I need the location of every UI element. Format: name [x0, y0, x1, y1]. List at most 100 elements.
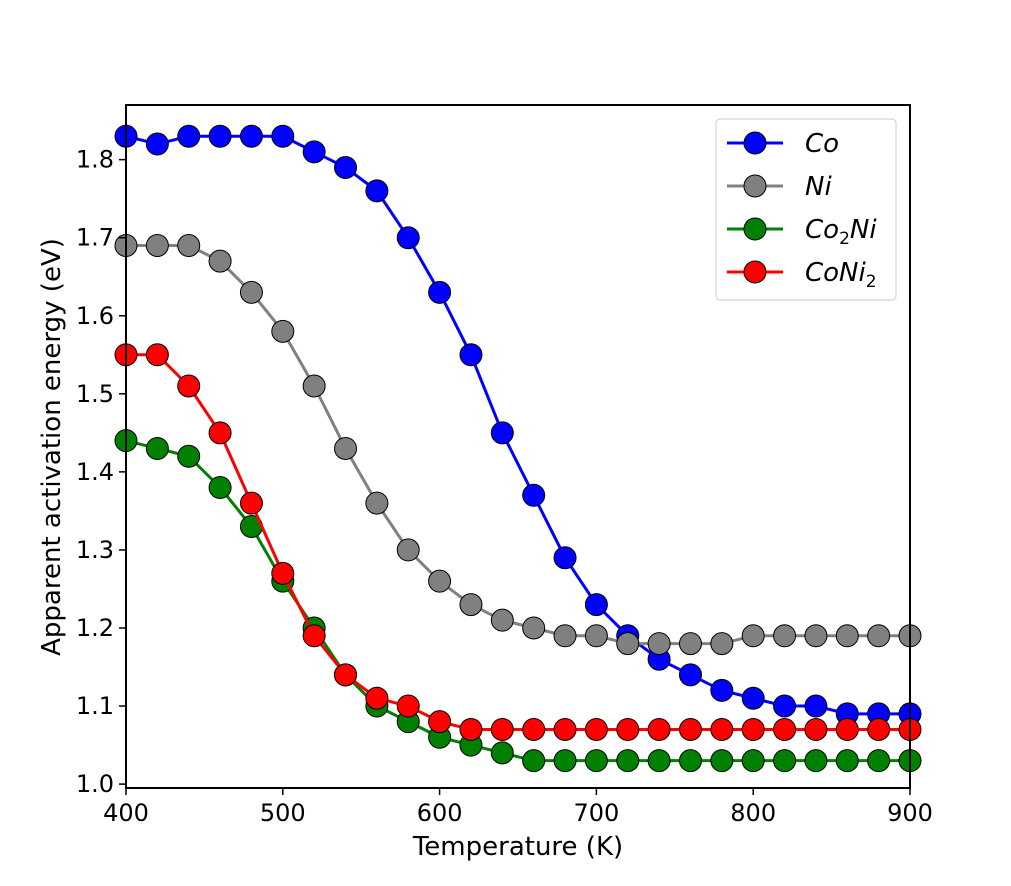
data-point — [553, 749, 577, 773]
data-point — [428, 569, 452, 593]
data-point — [208, 124, 232, 148]
data-point — [239, 280, 263, 304]
legend-label: Ni — [805, 172, 832, 202]
data-point — [177, 374, 201, 398]
data-point — [459, 717, 483, 741]
data-point — [584, 593, 608, 617]
data-point — [145, 132, 169, 156]
data-point — [145, 436, 169, 460]
data-point — [145, 234, 169, 258]
data-point — [365, 491, 389, 515]
x-tick-label: 600 — [417, 799, 463, 827]
data-point — [710, 678, 734, 702]
y-tick-label: 1.5 — [76, 380, 114, 408]
y-axis-title: Apparent activation energy (eV) — [37, 238, 67, 656]
data-point — [208, 249, 232, 273]
data-point — [647, 632, 671, 656]
data-point — [396, 538, 420, 562]
y-tick-label: 1.7 — [76, 224, 114, 252]
data-point — [584, 624, 608, 648]
data-point — [616, 749, 640, 773]
series-2 — [114, 429, 922, 773]
data-point — [208, 421, 232, 445]
data-point — [365, 686, 389, 710]
legend-marker — [743, 217, 767, 241]
legend-marker — [743, 131, 767, 155]
data-point — [647, 749, 671, 773]
legend-label: CoNi2 — [805, 258, 877, 292]
data-point — [302, 140, 326, 164]
data-point — [773, 717, 797, 741]
series-line — [126, 244, 910, 646]
data-point — [396, 694, 420, 718]
data-point — [302, 624, 326, 648]
legend-label: Co — [805, 129, 839, 159]
data-point — [490, 421, 514, 445]
data-point — [490, 741, 514, 765]
tick-layer: 400 500 600 700 800 900 1.0 1.1 1.2 1.3 1.4 1.5 1.6 1… — [76, 146, 933, 827]
data-point — [428, 710, 452, 734]
data-point — [678, 717, 702, 741]
data-point — [804, 749, 828, 773]
data-point — [867, 717, 891, 741]
data-point — [302, 374, 326, 398]
data-point — [239, 124, 263, 148]
legend-frame — [715, 118, 897, 301]
data-point — [553, 546, 577, 570]
data-point — [522, 483, 546, 507]
x-axis-title: Temperature (K) — [412, 832, 623, 862]
x-tick-label: 500 — [260, 799, 306, 827]
data-point — [522, 749, 546, 773]
series-3 — [114, 343, 922, 741]
data-point — [177, 124, 201, 148]
data-point — [678, 749, 702, 773]
data-point — [584, 717, 608, 741]
x-tick-label: 400 — [103, 799, 149, 827]
legend: Co Ni Co2Ni CoNi2 — [715, 118, 897, 301]
series-1 — [114, 234, 922, 656]
data-point — [710, 632, 734, 656]
y-tick-label: 1.4 — [76, 458, 114, 486]
data-point — [741, 624, 765, 648]
data-point — [428, 280, 452, 304]
data-point — [773, 694, 797, 718]
data-point — [773, 624, 797, 648]
y-tick-label: 1.2 — [76, 614, 114, 642]
data-point — [710, 717, 734, 741]
data-point — [616, 717, 640, 741]
data-point — [553, 717, 577, 741]
data-point — [396, 226, 420, 250]
data-point — [773, 749, 797, 773]
data-point — [741, 686, 765, 710]
data-point — [867, 624, 891, 648]
plot-frame — [125, 104, 911, 789]
y-tick-label: 1.3 — [76, 536, 114, 564]
y-tick-label: 1.0 — [76, 770, 114, 798]
data-point — [710, 749, 734, 773]
legend-item: CoNi2 — [727, 258, 877, 292]
data-point — [584, 749, 608, 773]
data-point — [647, 717, 671, 741]
y-tick-label: 1.6 — [76, 302, 114, 330]
data-point — [741, 749, 765, 773]
x-tick-label: 800 — [730, 799, 776, 827]
series-line — [126, 353, 910, 731]
data-point — [804, 694, 828, 718]
data-point — [835, 749, 859, 773]
data-point — [522, 717, 546, 741]
data-point — [835, 717, 859, 741]
data-point — [271, 561, 295, 585]
data-point — [271, 319, 295, 343]
data-point — [490, 608, 514, 632]
data-point — [208, 475, 232, 499]
x-tick-label: 700 — [573, 799, 619, 827]
y-tick-label: 1.1 — [76, 692, 114, 720]
data-point — [271, 124, 295, 148]
data-point — [678, 663, 702, 687]
data-point — [334, 155, 358, 179]
legend-item: Ni — [727, 172, 832, 202]
data-point — [553, 624, 577, 648]
data-point — [334, 436, 358, 460]
legend-item: Co2Ni — [727, 215, 877, 249]
